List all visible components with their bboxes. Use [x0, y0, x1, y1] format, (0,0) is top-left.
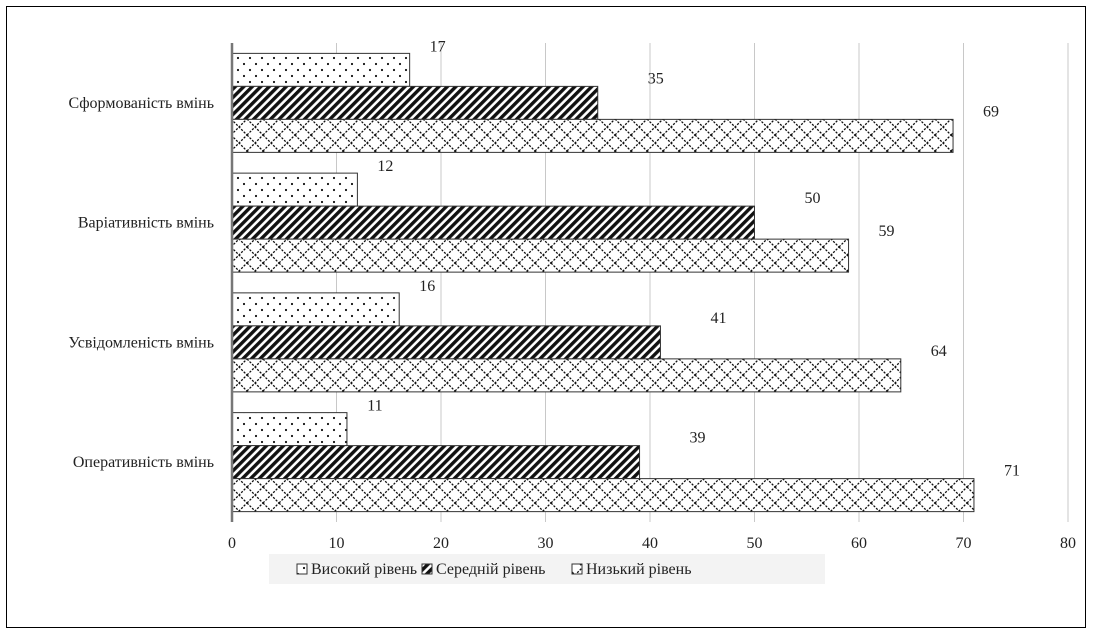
bar-chart: 11 39 71 16 41 64 12 50 59 17 35 69 0 10 20 30 40 50 60 70…: [68, 38, 1076, 584]
legend-swatch: [421, 563, 433, 575]
legend-label: Середній рівень: [436, 561, 545, 578]
bar: [231, 412, 348, 447]
legend-label: Низький рівень: [586, 561, 692, 578]
data-label: 71: [1004, 463, 1020, 480]
data-label: 50: [805, 190, 821, 207]
category-label: Варіативність вмінь: [78, 215, 214, 232]
bar: [231, 172, 358, 207]
data-label: 41: [710, 310, 726, 327]
category-label: Усвідомленість вмінь: [68, 334, 214, 351]
axes: 0 10 20 30 40 50 60 70 80 Оперативність вмінь Усві…: [68, 43, 1076, 552]
bar: [231, 205, 755, 240]
data-label: 11: [367, 398, 382, 415]
data-label: 64: [931, 343, 947, 360]
data-label: 12: [377, 158, 393, 175]
bar: [231, 292, 400, 327]
category-label: Сформованість вмінь: [69, 95, 214, 112]
data-label: 17: [430, 38, 446, 55]
legend-swatch: [296, 563, 308, 575]
bar: [231, 238, 850, 273]
bar: [231, 358, 902, 393]
x-tick-label: 70: [956, 535, 972, 552]
x-tick-label: 20: [433, 535, 449, 552]
legend-label: Високий рівень: [311, 561, 417, 578]
legend-background: [269, 554, 825, 584]
data-label: 69: [983, 103, 999, 120]
bars: [231, 52, 975, 513]
x-tick-label: 80: [1060, 535, 1076, 552]
data-label: 35: [648, 70, 664, 87]
x-tick-label: 50: [747, 535, 763, 552]
legend: Високий рівень Середній рівень Низький рів…: [269, 554, 825, 584]
data-label: 39: [690, 430, 706, 447]
data-label: 59: [879, 223, 895, 240]
bar: [231, 325, 661, 360]
bar: [231, 478, 975, 513]
legend-swatch: [571, 563, 583, 575]
x-tick-label: 60: [851, 535, 867, 552]
bar: [231, 85, 599, 120]
category-label: Оперативність вмінь: [73, 454, 214, 471]
bar: [231, 118, 954, 153]
x-tick-label: 10: [329, 535, 345, 552]
bar: [231, 52, 411, 87]
data-label: 16: [419, 278, 435, 295]
data-labels: 11 39 71 16 41 64 12 50 59 17 35 69: [367, 38, 1020, 479]
x-tick-label: 0: [228, 535, 236, 552]
bar: [231, 445, 641, 480]
x-tick-label: 30: [538, 535, 554, 552]
x-tick-label: 40: [642, 535, 658, 552]
chart-frame: 11 39 71 16 41 64 12 50 59 17 35 69 0 10 20 30 40 50 60 70…: [6, 6, 1086, 628]
